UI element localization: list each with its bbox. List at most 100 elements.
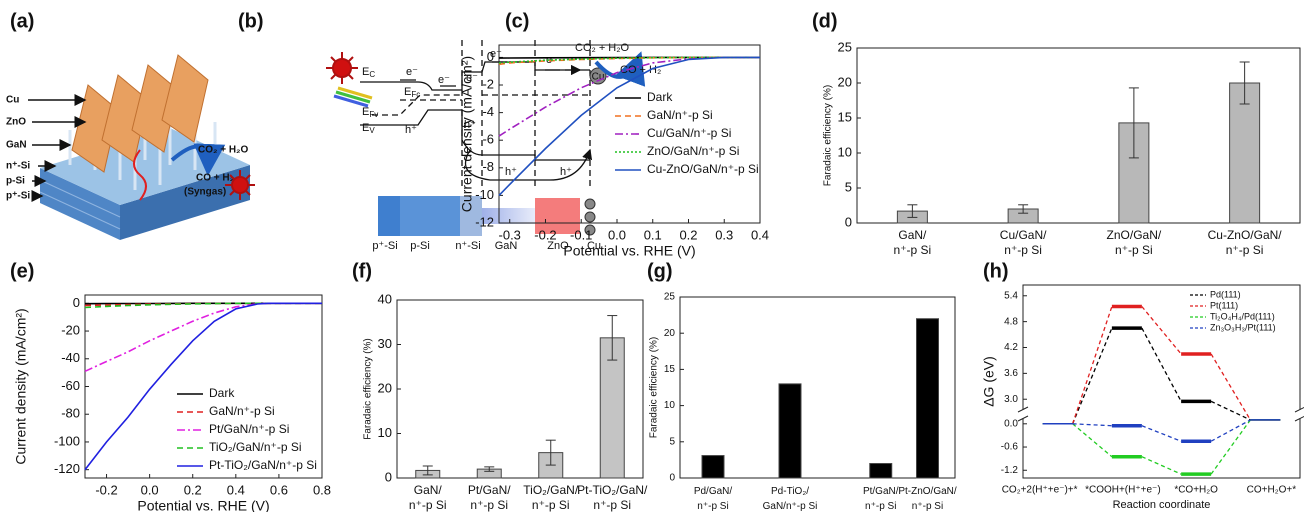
cu-particle (584, 198, 596, 210)
band-sub: C (369, 70, 375, 79)
layer-label: p⁺-Si (372, 240, 397, 252)
axis-break (1020, 410, 1026, 418)
legend-label: TiO₂/GaN/n⁺-p Si (209, 440, 302, 454)
y-tick-label: -20 (61, 322, 80, 337)
category-line: n⁺-p Si (697, 501, 728, 512)
y-tick-label: 10 (664, 400, 676, 411)
electron: e⁻ (438, 74, 450, 86)
energy-connector (1072, 423, 1113, 458)
band-label: EFv (362, 106, 378, 119)
axis-break (1017, 415, 1029, 422)
energy-connector (1210, 353, 1251, 421)
band-symbol: E (362, 66, 369, 78)
y-axis-label: Faradaic efficiency (%) (823, 85, 834, 187)
legend-label: Dark (209, 386, 235, 400)
y-tick-label: 20 (378, 380, 392, 395)
category-label: Cu-ZnO/GaN/n⁺-p Si (1208, 228, 1283, 257)
cu-particle (589, 67, 607, 85)
y-tick-label: 25 (838, 39, 852, 54)
reactants: CO₂ + H₂O (575, 42, 630, 54)
energy-connector (1141, 327, 1182, 402)
y-tick-label: 0 (73, 295, 80, 310)
bar (701, 455, 725, 479)
x-tick-label: CO+H₂O+* (1247, 485, 1297, 496)
legend-label: GaN/n⁺-p Si (209, 404, 275, 418)
energy-connector (1072, 306, 1113, 425)
x-tick-label: *CO+H₂O (1174, 485, 1218, 496)
layer-label: p-Si (410, 240, 430, 252)
category-label: GaN/n⁺-p Si (894, 228, 932, 257)
reaction-arrow (594, 51, 646, 87)
data-line (498, 56, 760, 196)
panel-label: (e) (10, 260, 34, 282)
panel-b: (b) EC EFc EFv EV e⁻ e⁻ e⁻ e⁻ e⁻ h⁺ h⁺ h… (238, 10, 661, 252)
category-label: ZnO/GaN/n⁺-p Si (1107, 228, 1162, 257)
category-line: ZnO/GaN/ (1107, 228, 1162, 242)
x-tick-label: 0.0 (141, 482, 159, 497)
category-line: Pd/GaN/ (694, 486, 733, 497)
category-label: Pt/GaN/n⁺-p Si (863, 486, 899, 512)
reaction-arrow (170, 143, 226, 176)
hole: h⁺ (405, 124, 417, 136)
category-line: Pt-TiO₂/GaN/ (577, 483, 648, 497)
legend-label: Pt/GaN/n⁺-p Si (209, 422, 289, 436)
note: (Syngas) (184, 187, 226, 198)
category-line: Pt/GaN/ (863, 486, 899, 497)
axis-break (1294, 406, 1304, 413)
y-tick-label: 3.0 (1004, 394, 1018, 405)
y-tick-label: -10 (475, 187, 494, 202)
band-symbol: E (362, 106, 369, 118)
axis-break (1294, 415, 1304, 422)
band-symbol: E (362, 122, 369, 134)
legend-label: Cu/GaN/n⁺-p Si (647, 126, 731, 140)
layer-label: GaN (495, 240, 518, 252)
legend-label: Ti₂O₄H₄/Pd(111) (1210, 311, 1275, 321)
y-axis-label: Current density (mA/cm²) (13, 308, 29, 464)
y-tick-label: -100 (54, 433, 80, 448)
y-tick-label: 40 (378, 291, 392, 306)
category-line: Cu/GaN/ (1000, 228, 1047, 242)
category-line: Cu-ZnO/GaN/ (1208, 228, 1283, 242)
x-axis-label: Potential vs. RHE (V) (137, 498, 269, 512)
category-label: Pd-TiO₂/GaN/n⁺-p Si (763, 486, 818, 512)
substrate-right (120, 165, 250, 240)
category-line: GaN/ (898, 228, 927, 242)
band-label: EV (362, 122, 375, 135)
y-tick-label: -8 (482, 159, 494, 174)
legend-label: Zn₃O₃H₃/Pt(111) (1210, 322, 1276, 332)
category-label: Pt-ZnO/GaN/n⁺-p Si (898, 486, 957, 512)
layer-line (39, 179, 121, 218)
category-line: n⁺-p Si (912, 501, 943, 512)
layer-block (482, 208, 535, 224)
hole: h⁺ (464, 119, 476, 131)
category-line: Pd-TiO₂/ (771, 486, 809, 497)
energy-connector (1141, 456, 1182, 475)
hole: h⁺ (560, 166, 572, 178)
y-tick-label: 5.4 (1004, 290, 1018, 301)
x-tick-label: -0.2 (534, 227, 556, 242)
band-symbol: E (404, 86, 411, 98)
plot-frame (856, 47, 1301, 224)
x-tick-label: 0.0 (608, 227, 626, 242)
band-sub: Fv (369, 110, 378, 119)
y-tick-label: -40 (61, 350, 80, 365)
category-line: GaN/ (414, 483, 443, 497)
x-tick-label: 0.1 (644, 227, 662, 242)
legend-label: GaN/n⁺-p Si (647, 108, 713, 122)
x-axis-label: Reaction coordinate (1113, 499, 1211, 511)
panel-label: (a) (10, 10, 34, 32)
y-tick-label: 10 (838, 144, 852, 159)
category-line: n⁺-p Si (409, 498, 447, 512)
panel-label: (b) (238, 10, 264, 32)
cu-zno-sheets (71, 54, 209, 173)
axis-break (1017, 406, 1029, 413)
energy-connector (1210, 419, 1251, 475)
category-line: n⁺-p Si (593, 498, 631, 512)
x-tick-label: 0.2 (679, 227, 697, 242)
x-tick-label: 0.8 (313, 482, 331, 497)
band-label: EC (362, 66, 375, 79)
electron: e⁻ (406, 66, 418, 78)
layer-block (378, 196, 400, 236)
x-tick-label: CO₂+2(H⁺+e⁻)+* (1002, 485, 1078, 496)
